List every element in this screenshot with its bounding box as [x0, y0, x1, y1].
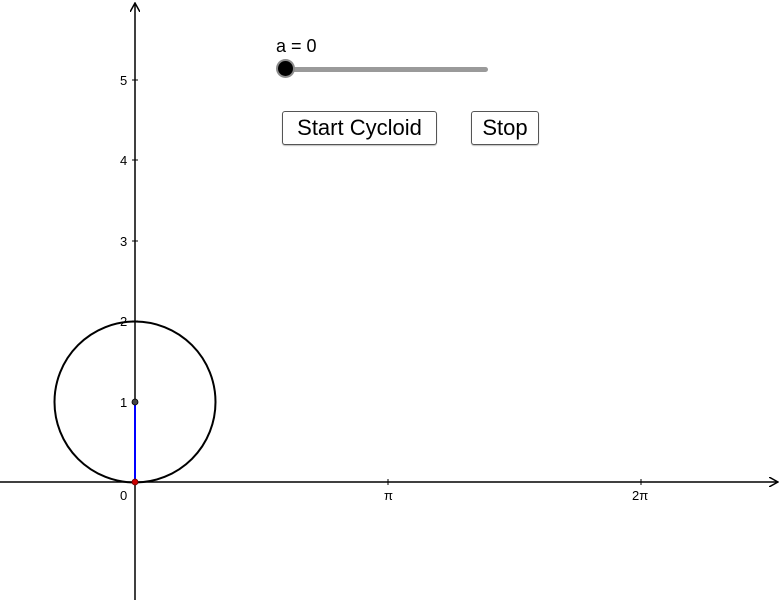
slider-a[interactable]: [278, 60, 496, 80]
center-point[interactable]: [131, 398, 139, 406]
x-tick-label-pi: π: [384, 488, 393, 503]
x-tick-label-2pi: 2π: [632, 488, 648, 503]
slider-knob[interactable]: [278, 61, 293, 76]
x-tick-label-0: 0: [120, 488, 127, 503]
y-tick-label-3: 3: [120, 234, 127, 249]
y-tick-label-1: 1: [120, 395, 127, 410]
y-tick-label-4: 4: [120, 153, 127, 168]
start-cycloid-button[interactable]: Start Cycloid: [282, 111, 437, 145]
tracing-point[interactable]: [131, 478, 139, 486]
y-tick-label-5: 5: [120, 73, 127, 88]
slider-label: a = 0: [276, 36, 317, 56]
stop-button[interactable]: Stop: [471, 111, 539, 145]
slider-track[interactable]: [286, 67, 488, 72]
